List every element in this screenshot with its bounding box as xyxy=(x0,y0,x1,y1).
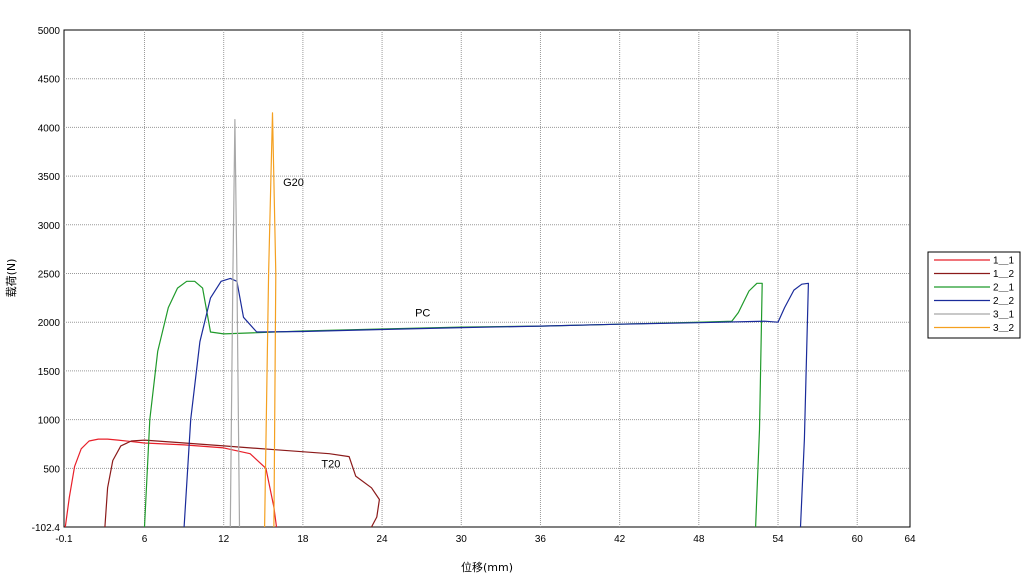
y-tick-label: -102.4 xyxy=(32,523,61,534)
y-tick-label: 2000 xyxy=(38,318,61,329)
x-tick-label: -0.1 xyxy=(55,534,73,545)
legend-box xyxy=(927,251,1021,339)
y-tick-label: 4500 xyxy=(38,75,61,86)
y-tick-label: 1500 xyxy=(38,367,61,378)
y-tick-label: 2500 xyxy=(38,270,61,281)
y-tick-label: 3000 xyxy=(38,221,61,232)
series-line-1 xyxy=(64,438,278,528)
y-tick-label: 4000 xyxy=(38,123,61,134)
legend-label: 2＿2 xyxy=(993,296,1015,307)
x-tick-label: 64 xyxy=(904,534,916,545)
x-tick-label: 24 xyxy=(377,534,389,545)
x-axis-label: 位移(mm) xyxy=(461,560,513,574)
x-tick-label: 48 xyxy=(693,534,705,545)
legend: 1＿1 1＿2 2＿1 2＿2 3＿1 3＿2 xyxy=(927,251,1021,339)
x-tick-label: 6 xyxy=(142,534,148,545)
legend-label: 3＿2 xyxy=(993,323,1015,334)
x-axis-ticks: -0.1 6 12 18 24 30 36 42 48 54 60 64 xyxy=(55,534,916,545)
y-axis-label: 载荷(N) xyxy=(5,259,18,298)
series-group xyxy=(64,112,810,528)
plot-frame xyxy=(63,29,911,528)
y-tick-label: 500 xyxy=(43,464,60,475)
x-tick-label: 42 xyxy=(614,534,626,545)
x-tick-label: 30 xyxy=(456,534,468,545)
x-tick-label: 54 xyxy=(772,534,784,545)
series-line-5 xyxy=(229,118,241,528)
series-line-6 xyxy=(264,112,277,528)
y-axis-ticks: -102.4 500 1000 1500 2000 2500 3000 3500 4000 450… xyxy=(32,26,61,534)
legend-label: 1＿1 xyxy=(993,256,1015,267)
series-line-2 xyxy=(104,439,380,528)
annotation-label: G20 xyxy=(283,177,304,189)
series-line-4 xyxy=(183,277,810,528)
legend-label: 1＿2 xyxy=(993,269,1015,280)
x-tick-label: 36 xyxy=(535,534,547,545)
x-tick-label: 12 xyxy=(218,534,230,545)
annotation-label: PC xyxy=(415,307,430,319)
x-tick-label: 18 xyxy=(297,534,309,545)
annotation-label: T20 xyxy=(321,458,340,470)
annotations: G20 PC T20 xyxy=(283,177,430,471)
legend-label: 2＿1 xyxy=(993,283,1015,294)
legend-label: 3＿1 xyxy=(993,310,1015,321)
x-tick-label: 60 xyxy=(852,534,864,545)
y-tick-label: 1000 xyxy=(38,416,61,427)
y-tick-label: 3500 xyxy=(38,172,61,183)
y-tick-label: 5000 xyxy=(38,26,61,37)
grid xyxy=(64,30,910,527)
